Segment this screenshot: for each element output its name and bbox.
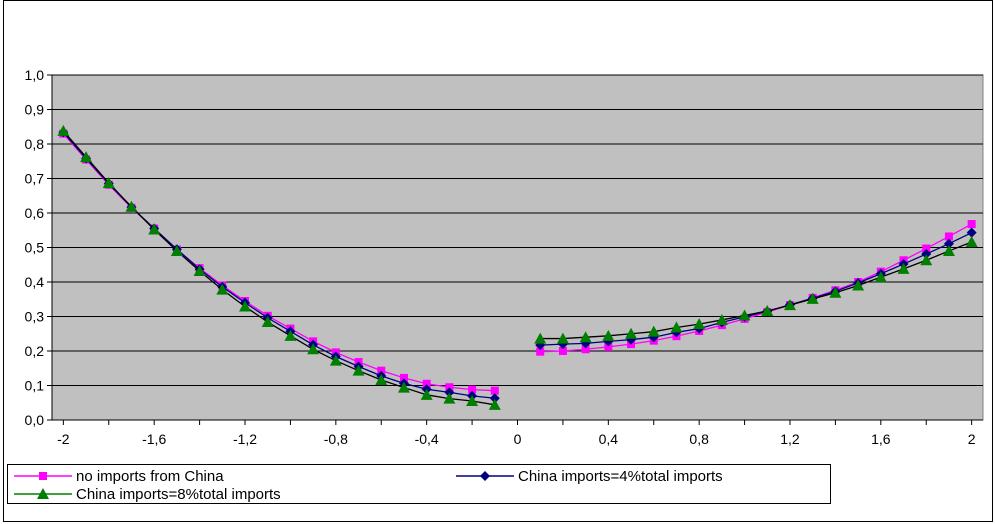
- data-point: [148, 223, 161, 235]
- y-tick-label: 0,6: [25, 205, 45, 221]
- legend-item-no-imports: no imports from China: [14, 467, 224, 485]
- data-point: [874, 271, 887, 283]
- legend-label: China imports=8%total imports: [76, 485, 281, 503]
- y-tick-label: 0,1: [25, 378, 45, 394]
- legend-label: China imports=4%total imports: [518, 467, 723, 485]
- data-point: [375, 373, 388, 385]
- data-point: [239, 300, 252, 312]
- legend: no imports from China China imports=4%to…: [7, 464, 831, 504]
- y-tick-label: 1,0: [25, 67, 45, 83]
- data-point: [556, 332, 569, 344]
- data-point: [761, 304, 774, 316]
- data-point: [604, 342, 613, 351]
- x-tick-label: -2: [57, 431, 70, 447]
- x-tick-label: 1,6: [871, 431, 891, 447]
- series-triangle: [57, 124, 978, 410]
- data-point: [193, 264, 206, 276]
- data-point: [536, 347, 545, 356]
- data-point: [965, 235, 978, 247]
- data-point: [943, 238, 954, 249]
- data-point: [420, 388, 433, 400]
- y-tick-label: 0,7: [25, 171, 45, 187]
- y-axis-ticks: 0,0 0,1 0,2 0,3 0,4 0,5 0,6 0,7 0,8 0,9 1,0: [25, 67, 52, 428]
- data-point: [216, 283, 229, 295]
- data-point: [443, 392, 456, 404]
- data-point: [967, 220, 976, 229]
- data-point: [170, 244, 183, 256]
- data-point: [581, 345, 590, 354]
- data-point: [806, 292, 819, 304]
- data-point: [102, 176, 115, 188]
- data-point: [468, 385, 477, 394]
- data-point: [625, 327, 638, 339]
- data-point: [489, 393, 500, 404]
- data-point: [944, 232, 953, 241]
- legend-item-china-8pct: China imports=8%total imports: [14, 485, 281, 503]
- data-point: [558, 347, 567, 355]
- data-point: [715, 313, 728, 325]
- data-point: [57, 124, 70, 136]
- y-tick-label: 0,9: [25, 102, 45, 118]
- data-point: [422, 379, 431, 388]
- legend-label: no imports from China: [76, 467, 224, 485]
- data-point: [444, 387, 455, 398]
- y-tick-label: 0,4: [25, 274, 45, 290]
- data-point: [488, 398, 501, 410]
- data-point: [284, 329, 297, 341]
- x-tick-label: 1,2: [780, 431, 800, 447]
- data-point: [602, 329, 615, 341]
- series-layer: [57, 124, 978, 410]
- data-point: [534, 332, 547, 344]
- x-tick-label: -0,8: [324, 431, 348, 447]
- data-point: [397, 381, 410, 393]
- data-point: [579, 331, 592, 343]
- x-tick-label: 0,4: [599, 431, 619, 447]
- legend-swatch-diamond-icon: [456, 471, 514, 481]
- data-point: [921, 249, 932, 260]
- data-point: [399, 373, 408, 382]
- data-point: [693, 318, 706, 330]
- x-tick-label: 2: [968, 431, 976, 447]
- legend-swatch-square-icon: [14, 472, 72, 480]
- data-point: [377, 366, 386, 375]
- data-point: [783, 299, 796, 311]
- legend-item-china-4pct: China imports=4%total imports: [456, 467, 723, 485]
- data-point: [670, 321, 683, 333]
- data-point: [352, 364, 365, 376]
- y-tick-label: 0,2: [25, 343, 45, 359]
- x-tick-label: -1,6: [142, 431, 166, 447]
- x-tick-label: -0,4: [415, 431, 439, 447]
- data-point: [738, 309, 751, 321]
- data-point: [942, 244, 955, 256]
- data-point: [829, 286, 842, 298]
- y-tick-label: 0,8: [25, 136, 45, 152]
- data-point: [329, 354, 342, 366]
- y-tick-label: 0,3: [25, 309, 45, 325]
- data-point: [922, 244, 931, 253]
- data-point: [125, 200, 138, 212]
- data-point: [261, 316, 274, 328]
- data-point: [966, 227, 977, 238]
- data-point: [445, 383, 454, 392]
- x-axis-ticks: -2 -1,6 -1,2 -0,8 -0,4 0 0,4 0,8 1,2 1,6 2: [57, 420, 976, 447]
- data-point: [897, 262, 910, 274]
- data-point: [490, 386, 499, 395]
- data-point: [307, 343, 320, 355]
- gridlines: [52, 74, 983, 421]
- data-point: [80, 151, 93, 163]
- legend-swatch-triangle-icon: [14, 488, 72, 499]
- x-tick-label: -1,2: [233, 431, 257, 447]
- x-tick-label: 0: [514, 431, 522, 447]
- data-point: [852, 279, 865, 291]
- data-point: [466, 395, 479, 407]
- data-point: [647, 325, 660, 337]
- data-point: [920, 254, 933, 266]
- x-tick-label: 0,8: [689, 431, 709, 447]
- y-tick-label: 0,0: [25, 412, 45, 428]
- y-tick-label: 0,5: [25, 240, 45, 256]
